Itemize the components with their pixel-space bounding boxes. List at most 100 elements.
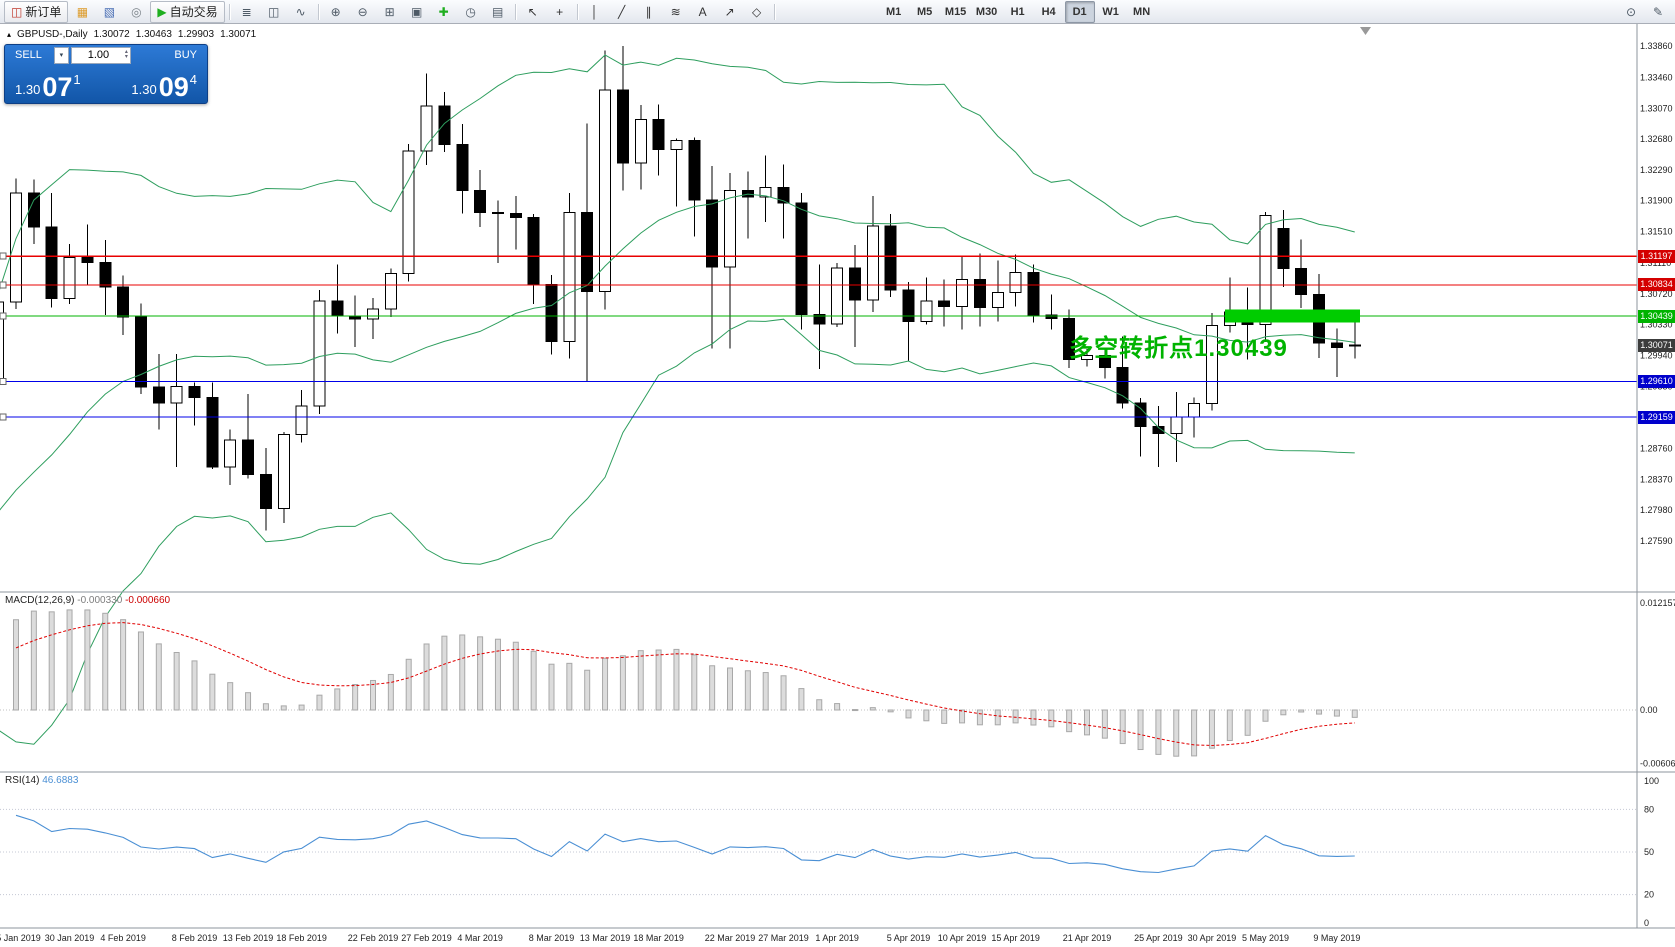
svg-text:1.31110: 1.31110 <box>1640 258 1671 268</box>
chart-window-button[interactable]: ▦ <box>69 1 95 23</box>
oct-caption-row: SELL ▾ 1.00 ▴ ▾ BUY <box>5 46 207 64</box>
indicators-button[interactable]: ✚ <box>431 1 457 23</box>
toolbar-separator <box>317 3 319 20</box>
macd-label: MACD(12,26,9) -0.000330 -0.000660 <box>5 595 170 606</box>
line-handle[interactable] <box>0 252 7 260</box>
svg-text:21 Apr 2019: 21 Apr 2019 <box>1063 933 1112 943</box>
bar-chart-button[interactable]: ≣ <box>234 1 260 23</box>
tf-mn[interactable]: MN <box>1127 1 1157 23</box>
svg-text:1.27590: 1.27590 <box>1640 536 1673 546</box>
svg-text:1.33070: 1.33070 <box>1640 103 1673 113</box>
autotrading-button-label: 自动交易 <box>169 5 218 19</box>
tf-h1[interactable]: H1 <box>1003 1 1033 23</box>
svg-text:30 Jan 2019: 30 Jan 2019 <box>45 933 95 943</box>
tf-h4[interactable]: H4 <box>1034 1 1064 23</box>
svg-text:1.33860: 1.33860 <box>1640 41 1673 51</box>
svg-text:15 Apr 2019: 15 Apr 2019 <box>991 933 1040 943</box>
ohlc-close: 1.30071 <box>220 29 257 40</box>
autotrading-icon: ▶ <box>157 4 167 19</box>
new-order-button-label: 新订单 <box>25 5 62 19</box>
svg-text:27 Mar 2019: 27 Mar 2019 <box>758 933 809 943</box>
text-icon: A <box>698 4 707 19</box>
fibonacci-icon: ≋ <box>670 4 681 19</box>
svg-text:0: 0 <box>1644 918 1649 928</box>
svg-text:1.32680: 1.32680 <box>1640 134 1673 144</box>
line-handle[interactable] <box>0 378 7 386</box>
rsi-value: 46.6883 <box>42 775 79 786</box>
svg-text:5 May 2019: 5 May 2019 <box>1242 933 1289 943</box>
annotation-text[interactable]: 多空转折点1.30439 <box>1069 335 1288 363</box>
chevron-down-icon: ▾ <box>59 52 64 59</box>
svg-text:22 Mar 2019: 22 Mar 2019 <box>705 933 756 943</box>
search-symbols-icon: ⊙ <box>1625 4 1637 19</box>
new-order-button[interactable]: ◫ 新订单 <box>4 0 69 23</box>
macd-main-value: -0.000330 <box>77 595 123 606</box>
ohlc-low: 1.29903 <box>177 29 215 40</box>
zoom-out-button[interactable]: ⊖ <box>350 1 376 23</box>
tf-mn-label: MN <box>1133 5 1151 18</box>
text-button[interactable]: A <box>690 1 716 23</box>
tile-windows-icon: ⊞ <box>384 4 395 19</box>
line-chart-button[interactable]: ∿ <box>288 1 314 23</box>
macd-name: MACD(12,26,9) <box>5 595 75 606</box>
svg-text:1.31900: 1.31900 <box>1640 196 1673 206</box>
buy-button[interactable]: 1.30 09 4 <box>131 72 197 101</box>
cascade-windows-button[interactable]: ▣ <box>404 1 430 23</box>
support-line-1-price-label: 1.29610 <box>1638 375 1675 389</box>
zoom-in-icon: ⊕ <box>330 4 341 19</box>
arrows-button[interactable]: ↗ <box>717 1 743 23</box>
tf-m1-label: M1 <box>885 5 902 18</box>
fibonacci-button[interactable]: ≋ <box>663 1 689 23</box>
lot-spinner[interactable]: ▴ ▾ <box>124 49 130 60</box>
crosshair-button[interactable]: + <box>547 1 573 23</box>
quick-edit-button[interactable]: ✎ <box>1645 1 1671 23</box>
svg-text:25 Jan 2019: 25 Jan 2019 <box>0 933 41 943</box>
periods-button[interactable]: ◷ <box>458 1 484 23</box>
svg-text:1.28760: 1.28760 <box>1640 444 1673 454</box>
autotrading-button[interactable]: ▶ 自动交易 <box>150 0 225 23</box>
chart-window-icon: ▦ <box>76 4 89 19</box>
svg-text:80: 80 <box>1644 804 1654 814</box>
spinner-up-icon: ▴ <box>124 49 128 55</box>
templates-button[interactable]: ▤ <box>485 1 511 23</box>
tile-windows-button[interactable]: ⊞ <box>377 1 403 23</box>
lot-size-input[interactable]: 1.00 ▴ ▾ <box>70 46 131 64</box>
svg-text:9 May 2019: 9 May 2019 <box>1313 933 1360 943</box>
tf-d1[interactable]: D1 <box>1064 0 1095 23</box>
tf-m30[interactable]: M30 <box>972 1 1002 23</box>
line-handle[interactable] <box>0 312 7 320</box>
svg-text:1.32290: 1.32290 <box>1640 165 1673 175</box>
templates-icon: ▤ <box>491 4 504 19</box>
svg-text:27 Feb 2019: 27 Feb 2019 <box>401 933 452 943</box>
cursor-button[interactable]: ↖ <box>520 1 546 23</box>
tf-m1[interactable]: M1 <box>879 1 909 23</box>
date-axis: 25 Jan 2019 30 Jan 2019 4 Feb 2019 8 Feb 20… <box>0 933 1360 943</box>
line-handle[interactable] <box>0 281 7 289</box>
search-symbols-button[interactable]: ⊙ <box>1618 1 1644 23</box>
oct-collapse-icon[interactable]: ▴ <box>7 30 12 39</box>
shapes-button[interactable]: ◇ <box>744 1 770 23</box>
oct-dropdown[interactable]: ▾ <box>53 46 69 64</box>
price-axis-ticks: 1.33860 1.33460 1.33070 1.32680 1.32290 1.319… <box>1640 41 1673 546</box>
line-handle[interactable] <box>0 413 7 421</box>
tf-m5[interactable]: M5 <box>910 1 940 23</box>
chart-shift-marker[interactable] <box>1360 27 1371 35</box>
tf-w1[interactable]: W1 <box>1096 1 1126 23</box>
sell-button[interactable]: 1.30 07 1 <box>15 72 81 103</box>
tf-m15[interactable]: M15 <box>941 1 971 23</box>
profiles-icon: ▧ <box>103 4 116 19</box>
trendline-button[interactable]: ╱ <box>609 1 635 23</box>
profiles-button[interactable]: ▧ <box>96 1 122 23</box>
candlestick-chart-button[interactable]: ◫ <box>261 1 287 23</box>
svg-text:0.00: 0.00 <box>1640 705 1658 715</box>
pivot-highlight-bar[interactable] <box>1224 309 1360 323</box>
candlestick-chart-icon: ◫ <box>267 4 280 19</box>
data-refresh-button[interactable]: ◎ <box>123 1 149 23</box>
buy-price-point: 4 <box>189 72 197 87</box>
vertical-line-button[interactable]: │ <box>582 1 608 23</box>
sell-price-pips: 07 <box>42 72 73 103</box>
channel-button[interactable]: ∥ <box>636 1 662 23</box>
zoom-in-button[interactable]: ⊕ <box>323 1 349 23</box>
tf-m30-label: M30 <box>975 5 998 18</box>
